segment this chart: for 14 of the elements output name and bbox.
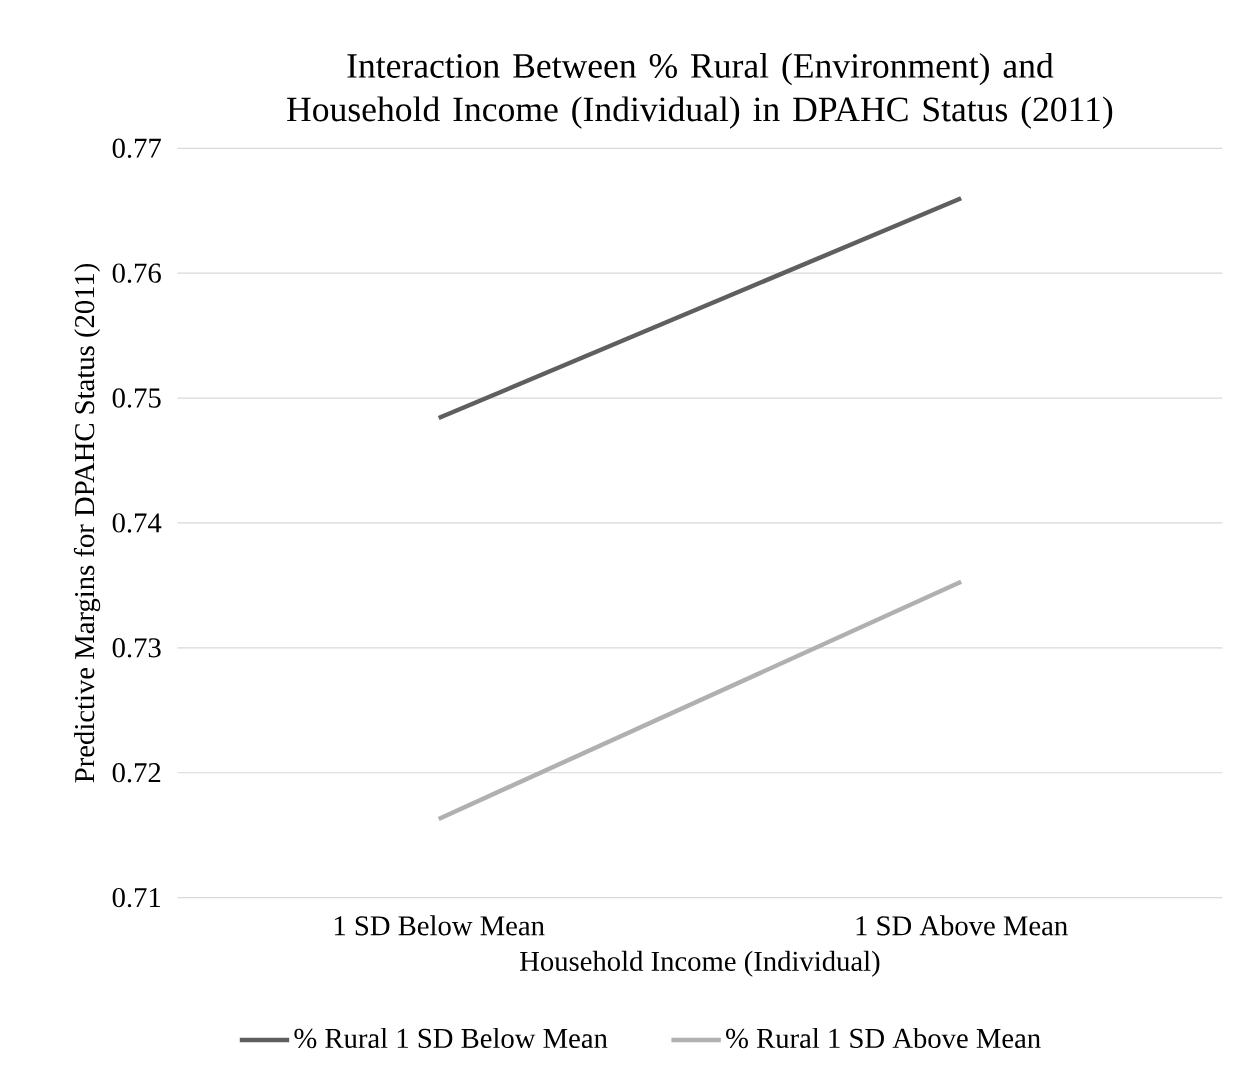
x-axis-title: Household Income (Individual) bbox=[520, 950, 880, 977]
y-tick-label: 0.72 bbox=[112, 762, 161, 783]
legend-label: % Rural 1 SD Below Mean bbox=[294, 1027, 608, 1048]
x-tick-label: 1 SD Below Mean bbox=[334, 915, 545, 936]
y-tick-label: 0.77 bbox=[112, 138, 161, 158]
y-tick-label: 0.73 bbox=[112, 637, 161, 658]
y-tick-label: 0.71 bbox=[112, 887, 161, 908]
legend-label: % Rural 1 SD Above Mean bbox=[726, 1027, 1041, 1048]
y-tick-label: 0.74 bbox=[112, 513, 162, 533]
chart-title: Interaction Between % Rural (Environment) and Household Income (Individual) in DPAHC Status (2011) bbox=[287, 52, 1113, 129]
y-axis-title: Predictive Margins for DPAHC Status (2011) bbox=[73, 263, 101, 783]
y-tick-label: 0.76 bbox=[112, 263, 161, 283]
y-tick-label: 0.75 bbox=[112, 388, 161, 408]
x-tick-label: 1 SD Above Mean bbox=[856, 915, 1068, 936]
